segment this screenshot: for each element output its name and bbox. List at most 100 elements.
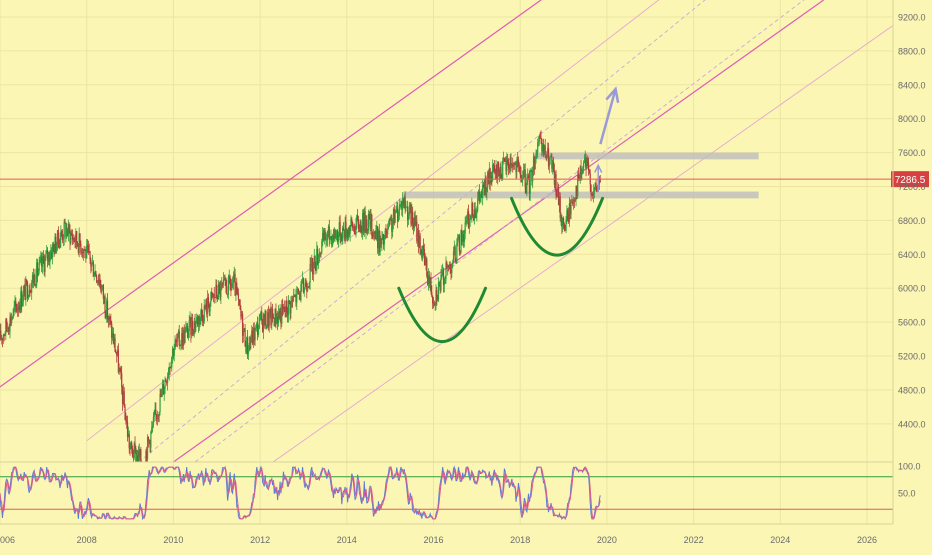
candle — [367, 228, 369, 236]
candle-body — [502, 160, 504, 180]
candle-body — [599, 179, 601, 182]
channel-lines — [0, 0, 893, 462]
candle — [575, 184, 577, 207]
candle-body — [404, 196, 406, 209]
candle-body — [191, 320, 194, 331]
candle — [330, 229, 332, 241]
candle — [98, 273, 100, 288]
candle — [80, 240, 82, 256]
candle — [529, 168, 531, 202]
candle-body — [437, 299, 439, 300]
candle-body — [170, 367, 172, 369]
price-axis-tick-label: 6800.0 — [898, 216, 926, 226]
candle-body — [432, 303, 435, 305]
candle-body — [4, 333, 6, 336]
candle-body — [133, 443, 135, 458]
axes: 9200.0 8800.0 8400.0 8000.0 7600.0 7200.0 6800… — [0, 0, 926, 545]
candle — [487, 169, 490, 185]
candle-body — [430, 277, 432, 293]
candle — [254, 327, 256, 346]
candle — [300, 281, 302, 303]
candle — [136, 449, 139, 462]
candle-body — [116, 353, 118, 356]
candle-body — [413, 217, 415, 229]
candle-body — [220, 284, 222, 298]
candle — [146, 434, 149, 462]
candle-body — [374, 231, 376, 234]
candle-body — [16, 308, 19, 312]
candle-body — [467, 211, 470, 229]
candle-body — [397, 208, 399, 222]
candle-body — [552, 161, 554, 169]
candle-body — [439, 282, 441, 291]
candle — [460, 229, 462, 254]
candle-body — [111, 333, 114, 339]
candle — [90, 257, 92, 274]
candle — [332, 233, 334, 248]
candle-body — [15, 301, 17, 307]
candle-body — [389, 219, 391, 221]
candle-body — [252, 327, 255, 344]
candle — [272, 313, 275, 319]
candle — [475, 208, 477, 219]
current-price-badge — [891, 171, 929, 188]
candle-body — [457, 235, 460, 238]
candle — [433, 300, 435, 307]
candle-body — [82, 249, 84, 254]
candle-body — [320, 252, 322, 254]
candle-body — [110, 320, 112, 324]
candle — [292, 295, 294, 308]
candle-body — [308, 282, 310, 288]
candle-body — [585, 157, 587, 169]
candle — [539, 131, 541, 139]
candle — [375, 224, 377, 240]
candle-body — [151, 427, 153, 432]
candle-body — [157, 415, 159, 417]
candle-body — [79, 233, 81, 244]
candle-body — [139, 449, 141, 458]
candle-body — [527, 175, 530, 178]
candle-body — [442, 270, 445, 285]
candle-body — [274, 308, 276, 327]
candle-body — [266, 324, 268, 329]
candle — [48, 251, 50, 266]
candle-body — [434, 303, 436, 306]
candle-body — [93, 275, 95, 277]
candle-body — [247, 351, 250, 355]
candle-body — [251, 330, 253, 343]
candle — [383, 234, 385, 251]
candle — [21, 294, 24, 307]
candle — [454, 244, 456, 262]
candle-body — [42, 256, 44, 261]
candle — [107, 315, 109, 328]
candle-body — [69, 229, 71, 243]
candle-body — [470, 215, 472, 219]
candle-body — [427, 275, 430, 285]
candle-body — [60, 231, 62, 241]
candle-body — [256, 323, 258, 326]
candle — [34, 268, 36, 287]
candle-body — [419, 235, 421, 255]
candle-body — [377, 230, 380, 249]
candle — [465, 215, 467, 225]
candle — [267, 305, 270, 331]
candle-body — [549, 156, 551, 158]
candle — [200, 308, 202, 325]
candle — [305, 277, 307, 288]
candle — [132, 449, 134, 462]
candle-body — [224, 278, 226, 281]
candle-body — [502, 157, 505, 161]
candle — [249, 336, 251, 351]
candle — [44, 255, 46, 278]
candle-body — [171, 356, 173, 368]
candle-body — [452, 262, 454, 267]
candle — [572, 196, 575, 210]
candle-body — [253, 327, 255, 341]
candle-body — [14, 301, 16, 307]
candle-body — [586, 158, 588, 169]
candle — [545, 154, 547, 161]
candle-body — [348, 227, 350, 235]
candle-body — [490, 176, 492, 184]
